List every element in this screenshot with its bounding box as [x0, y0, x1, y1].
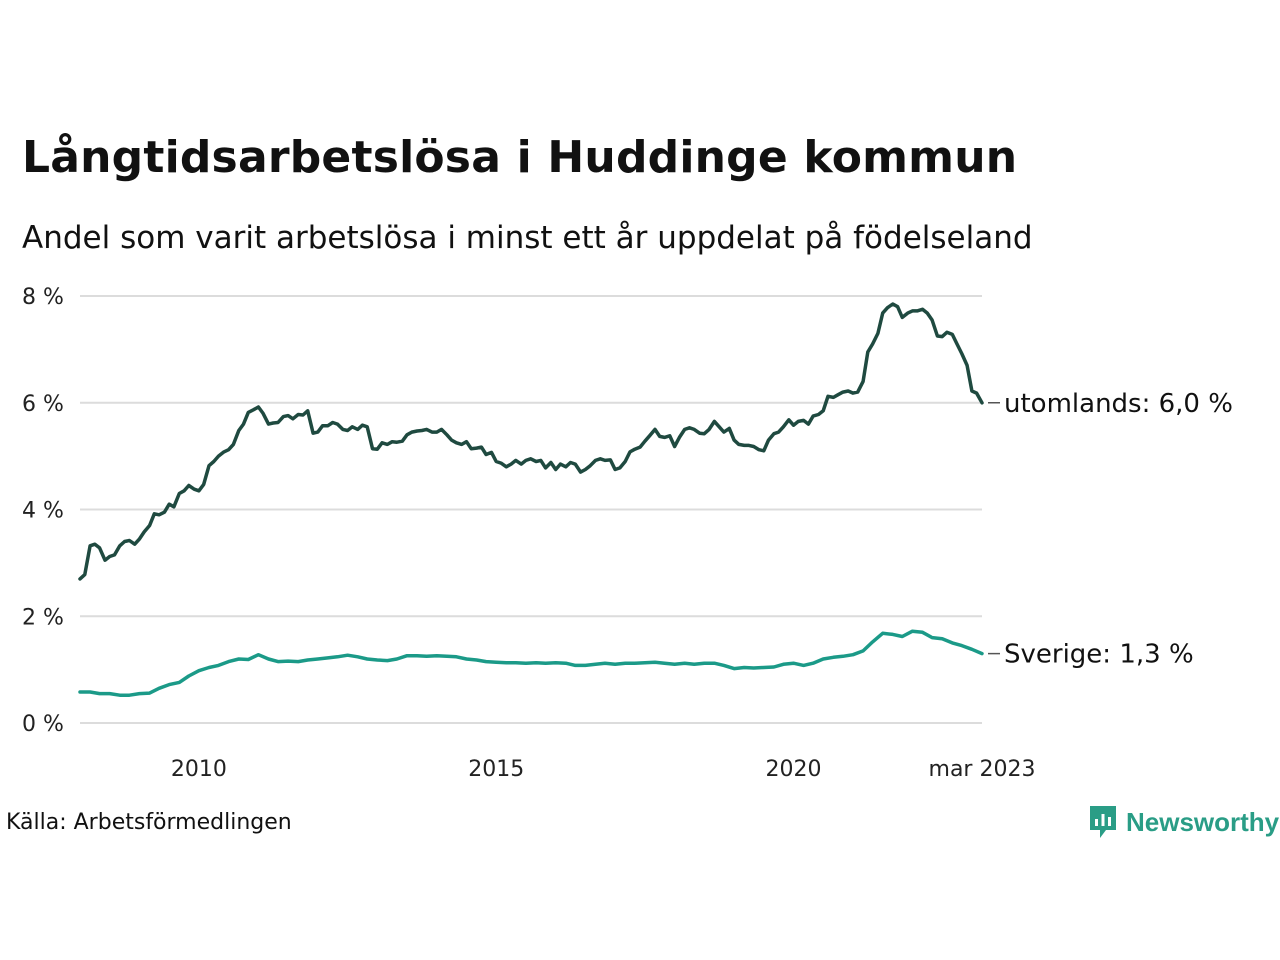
series-end-labels: utomlands: 6,0 % Sverige: 1,3 % [988, 389, 1233, 670]
y-tick-label: 8 % [22, 285, 64, 310]
x-tick-label: 2010 [171, 757, 227, 782]
series-line-utomlands [78, 302, 984, 581]
end-label-utomlands: utomlands: 6,0 % [1004, 389, 1233, 419]
x-tick-label: 2020 [766, 757, 822, 782]
y-axis-ticks: 0 % 2 % 4 % 6 % 8 % [22, 285, 64, 737]
brand-logo: Newsworthy [1088, 804, 1279, 840]
x-tick-label: 2015 [468, 757, 524, 782]
y-tick-label: 4 % [22, 499, 64, 524]
brand-name: Newsworthy [1126, 806, 1280, 837]
chart-title: Långtidsarbetslösa i Huddinge kommun [22, 132, 1018, 183]
source-note: Källa: Arbetsförmedlingen [6, 810, 292, 835]
series-lines [78, 302, 984, 697]
y-tick-label: 6 % [22, 392, 64, 417]
chart-subtitle: Andel som varit arbetslösa i minst ett å… [22, 220, 1033, 256]
x-axis-ticks: 2010 2015 2020 mar 2023 [171, 757, 1036, 782]
y-tick-label: 2 % [22, 605, 64, 630]
y-tick-label: 0 % [22, 712, 64, 737]
newsworthy-logo-icon [1090, 806, 1116, 838]
end-label-sverige: Sverige: 1,3 % [1004, 640, 1194, 670]
x-tick-label: mar 2023 [929, 757, 1036, 782]
gridlines [80, 295, 982, 724]
series-line-sverige [78, 629, 984, 697]
